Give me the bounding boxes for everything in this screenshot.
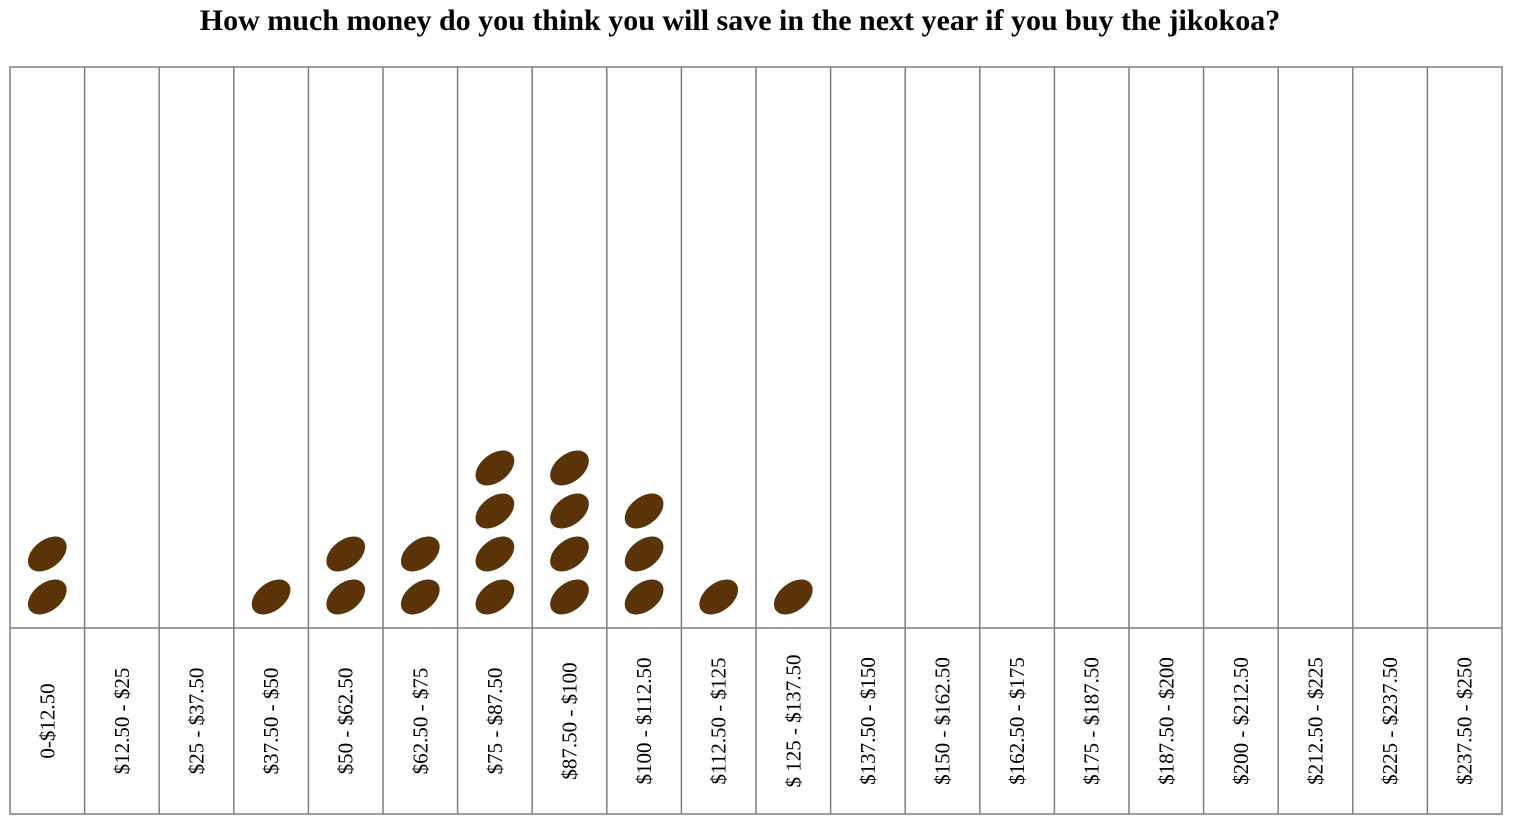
category-label: $175 - $187.50 [1080,657,1104,785]
category-label: $50 - $62.50 [334,668,358,775]
bean-marker [699,579,739,615]
bean-marker [624,579,664,615]
bean-marker [27,579,67,615]
category-label: $ 125 - $137.50 [781,655,805,788]
category-label: $150 - $162.50 [931,657,955,785]
category-label: $37.50 - $50 [259,668,283,775]
bean-marker [400,579,440,615]
category-label: $75 - $87.50 [483,668,507,775]
bean-marker [624,536,664,572]
bean-marker [475,579,515,615]
category-label: $112.50 - $125 [707,658,731,785]
bean-marker [475,536,515,572]
bean-marker [550,536,589,572]
bean-marker [27,536,67,572]
category-label: $137.50 - $150 [856,657,880,785]
category-label: $100 - $112.50 [632,658,656,785]
bean-marker [624,493,664,529]
bean-marker [400,536,440,572]
bean-marker [550,493,589,529]
bean-marker [773,579,813,615]
bean-marker [326,579,366,615]
bean-marker [251,579,291,615]
category-label: $212.50 - $225 [1304,657,1328,785]
category-label: $200 - $212.50 [1229,657,1253,785]
bean-marker [326,536,366,572]
bean-marker [550,579,589,615]
bean-marker [475,450,515,486]
bean-marker [550,450,589,486]
category-label: $62.50 - $75 [408,668,432,775]
chart-title: How much money do you think you will sav… [199,4,1281,37]
category-label: $12.50 - $25 [110,668,134,775]
category-label: 0-$12.50 [35,683,59,758]
category-label: $225 - $237.50 [1378,657,1402,785]
category-label: $162.50 - $175 [1005,657,1029,785]
bean-marker [475,493,515,529]
category-label: $87.50 - $100 [558,662,582,779]
category-label: $237.50 - $250 [1453,657,1477,785]
category-label: $187.50 - $200 [1154,657,1178,785]
category-label: $25 - $37.50 [185,668,209,775]
